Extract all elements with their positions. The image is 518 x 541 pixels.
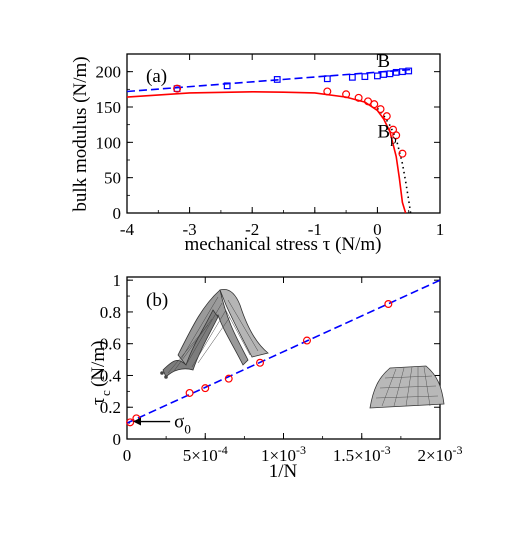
annotation-label: σ0 [174,412,191,437]
x-tick-label: -1 [308,220,322,239]
y-tick-label: 200 [96,63,122,82]
x-tick-label: 2×10-3 [417,443,462,465]
panel-b-chart: 0 5×10-4 1×10-3 1.5×10-3 2×10-3 0 0.2 0.4 0.6 0.8… [88,271,463,482]
data-point-square [405,67,413,75]
panel-b-ticks: 0 5×10-4 1×10-3 1.5×10-3 2×10-3 0 0.2 0.4 0.6 0.8… [100,271,463,465]
inset-flat-sheet-image [369,365,445,409]
y-tick-label: 0.2 [100,398,121,417]
data-point-circle [370,100,379,109]
x-tick-label: -3 [183,220,197,239]
inset-crumpled-sheet-image [160,288,269,379]
panel-b-ylabel-main: τ [88,397,109,405]
panel-b-label: (b) [146,290,168,311]
x-tick-label: 1.5×10-3 [333,443,391,465]
y-tick-label: 0 [113,204,122,223]
x-tick-label: -4 [120,220,135,239]
series-line--c-fit [126,279,441,424]
data-point-square [380,71,388,78]
data-point-circle [398,149,407,158]
data-point-square [173,85,181,93]
panel-b-series [126,279,441,427]
x-tick-label: 0 [123,446,132,465]
x-tick-label: 1×10-3 [261,443,306,465]
data-point-square [361,73,369,81]
x-tick-label: 5×10-4 [183,443,228,465]
panel-b-annotations: σ0 [133,412,191,437]
x-tick-label: 0 [373,220,382,239]
data-point-circle [384,300,393,309]
x-tick-label: 1 [436,220,445,239]
data-point-circle [224,374,233,383]
panel-a-xlabel: mechanical stress τ (N/m) [184,234,381,255]
panel-a-ylabel: bulk modulus (N/m) [70,56,91,211]
series-line-b-p-fit [126,90,407,214]
panel-a-series [126,67,413,214]
data-point-circle [392,131,401,140]
y-tick-label: 0.4 [100,366,122,385]
y-tick-label: 50 [104,169,121,188]
panel-a-chart: -4 -3 -2 -1 0 1 0 50 100 150 200 (a) mechanical st… [70,51,444,255]
y-tick-label: 100 [96,133,122,152]
series-line-b-p-dotted [376,107,412,214]
data-point-circle [201,384,210,393]
series-line-b-fit [126,68,412,93]
panel-a-ticks: -4 -3 -2 -1 0 1 0 50 100 150 200 [96,53,445,239]
annotation-label: Bp [377,122,396,147]
data-point-square [399,68,406,76]
data-point-circle [173,84,182,93]
data-point-circle [126,418,135,427]
data-point-circle [342,90,351,99]
data-point-square [348,73,356,81]
panel-a-label: (a) [146,66,167,87]
y-tick-label: 150 [96,98,122,117]
panel-b-ylabel: τ c (N/m) [88,341,113,405]
data-point-square [374,72,381,80]
data-point-circle [354,93,363,102]
y-tick-label: 0.8 [100,303,121,322]
data-point-circle [323,87,332,96]
y-tick-label: 0.6 [100,335,121,354]
panel-b-ylabel-units: (N/m) [88,341,109,387]
data-point-circle [364,97,373,106]
y-tick-label: 1 [113,271,122,290]
x-tick-label: -2 [245,220,259,239]
data-point-circle [256,358,265,367]
data-point-circle [382,112,391,121]
data-point-square [273,76,281,83]
data-point-square [386,70,394,78]
data-point-circle [302,336,311,345]
y-tick-label: 0 [113,430,122,449]
annotation-label: B [377,51,390,72]
panel-a-annotations: B Bp [377,51,396,147]
panel-b-ylabel-sub: c [98,390,113,396]
data-point-circle [185,388,194,397]
data-point-square [392,68,400,76]
data-point-square [223,82,231,90]
panel-b-xlabel: 1/N [269,461,298,482]
data-point-square [323,75,331,83]
data-point-circle [376,105,385,114]
annotation-arrow-head [133,417,141,426]
